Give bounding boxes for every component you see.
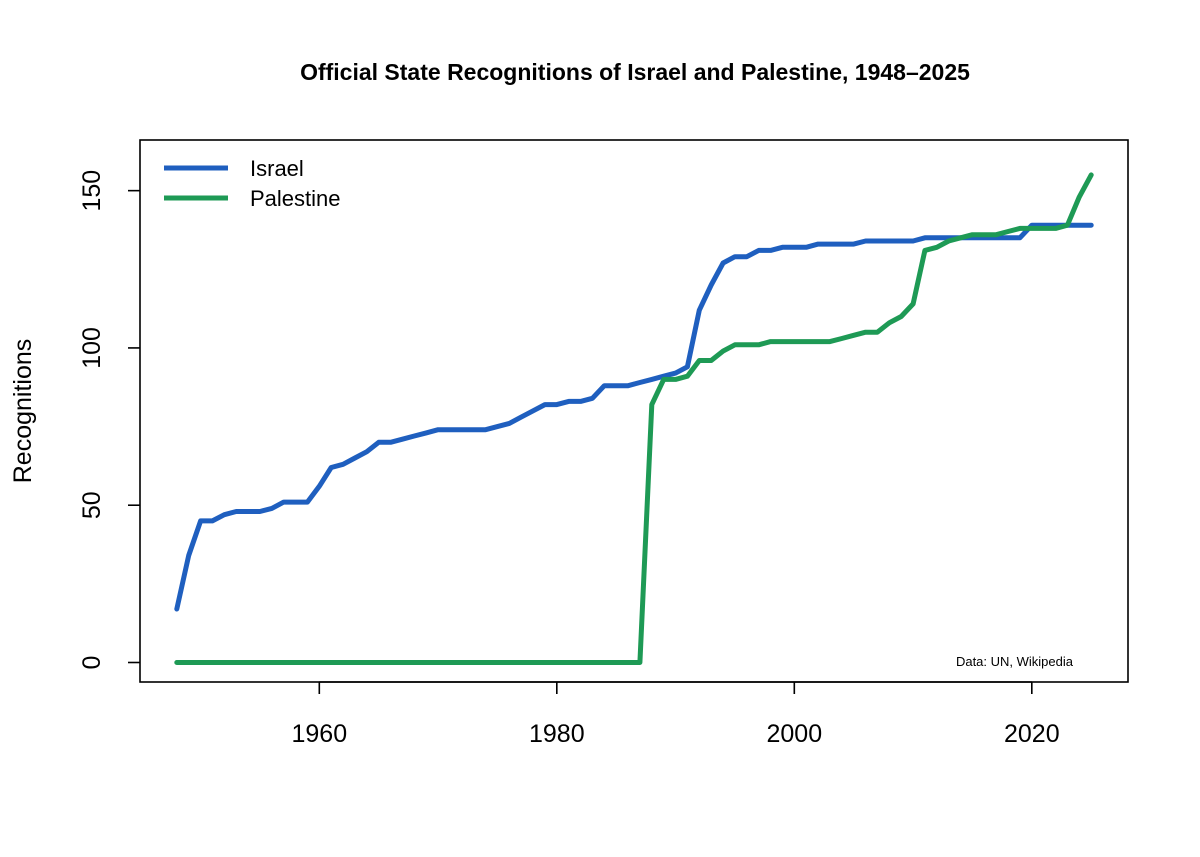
x-axis: 1960 1980 2000 2020: [292, 681, 1060, 748]
legend: Israel Palestine: [164, 156, 341, 211]
y-axis: 0 50 100 150: [78, 170, 140, 670]
source-note: Data: UN, Wikipedia: [956, 654, 1074, 669]
y-tick-label: 150: [78, 170, 106, 212]
y-tick-label: 0: [78, 656, 106, 670]
plot-frame: [139, 139, 1129, 683]
x-tick-label: 2000: [767, 720, 823, 748]
series-layer: [174, 172, 1094, 665]
legend-label-israel: Israel: [250, 156, 304, 181]
legend-label-palestine: Palestine: [250, 186, 341, 211]
x-tick-label: 2020: [1004, 720, 1060, 748]
series-line-israel: [174, 222, 1094, 612]
series-line-palestine: [174, 172, 1094, 665]
x-tick-label: 1980: [529, 720, 585, 748]
x-tick-label: 1960: [292, 720, 348, 748]
y-tick-label: 50: [78, 491, 106, 519]
y-tick-label: 100: [78, 327, 106, 369]
chart-title: Official State Recognitions of Israel an…: [300, 59, 970, 85]
y-axis-title: Recognitions: [9, 339, 37, 484]
